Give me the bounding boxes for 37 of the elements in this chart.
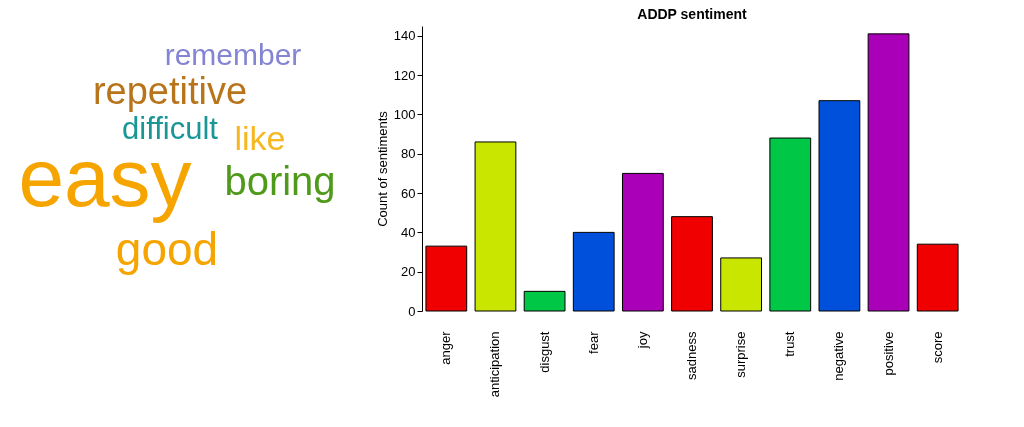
y-tick-label: 60 [401, 185, 416, 201]
bar [425, 245, 468, 312]
x-tick-label: positive [880, 331, 896, 376]
bar [769, 137, 812, 312]
x-tick-label: fear [585, 330, 601, 354]
x-tick-label: negative [831, 331, 847, 381]
chart-title: ADDP sentiment [637, 6, 748, 22]
y-tick-label: 20 [401, 264, 416, 280]
y-tick-label: 140 [393, 28, 416, 44]
x-tick-label: disgust [536, 331, 552, 373]
bar [474, 141, 517, 312]
bar [867, 33, 910, 312]
bar [572, 231, 615, 312]
x-tick-label: score [929, 331, 945, 364]
bar [720, 257, 763, 312]
bar [621, 172, 664, 312]
x-tick-label: sadness [684, 331, 699, 380]
y-tick-label: 120 [393, 67, 416, 83]
bar [818, 100, 861, 312]
x-tick-label: anticipation [487, 331, 503, 398]
bar [523, 290, 566, 312]
category-label: remember [164, 38, 302, 71]
bar [671, 216, 713, 312]
category-label: good [115, 223, 219, 275]
category-label: boring [224, 159, 336, 203]
bar [916, 243, 959, 312]
x-tick-label: anger [438, 330, 454, 365]
y-tick-label: 100 [393, 106, 416, 122]
category-label: like [234, 119, 286, 157]
x-tick-label: joy [634, 331, 650, 350]
x-tick-label: trust [782, 331, 798, 357]
y-tick-label: 80 [401, 146, 416, 162]
y-tick-label: 0 [408, 303, 416, 319]
category-label: repetitive [92, 70, 248, 112]
x-tick-label: surprise [733, 331, 749, 378]
y-axis-title: Count of sentiments [374, 110, 390, 227]
y-tick-label: 40 [401, 224, 416, 240]
